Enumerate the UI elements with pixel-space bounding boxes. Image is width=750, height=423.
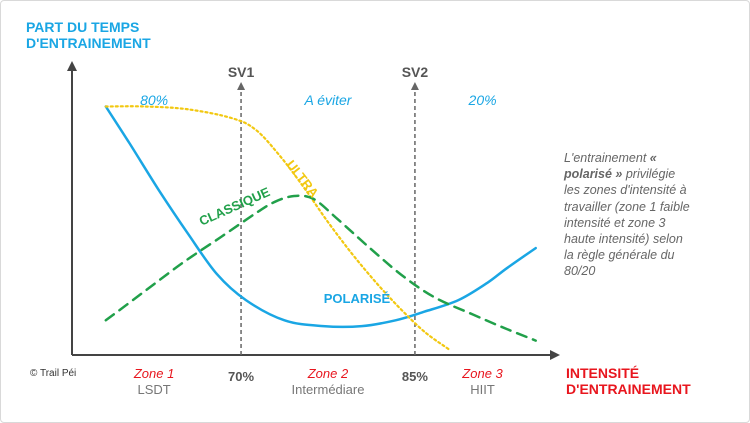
zone-label-zone-1: Zone 1 LSDT — [89, 366, 219, 398]
zone-name: Zone 3 — [462, 366, 503, 381]
y-axis-title-line2: D'ENTRAINEMENT — [26, 35, 151, 51]
side-note-emphasis: « polarisé » — [564, 151, 657, 182]
side-note-part1: L'entrainement — [564, 151, 647, 165]
x-tick-label-85: 85% — [401, 369, 428, 384]
zone-name: Zone 1 — [133, 366, 175, 381]
credit-text: © Trail Péi — [30, 368, 77, 379]
x-axis-title-line2: D'ENTRAINEMENT — [566, 381, 691, 397]
zone-name: Zone 2 — [307, 366, 349, 381]
band-label-20: 20% — [468, 92, 497, 108]
side-note: L'entrainement « polarisé » privilégie l… — [564, 150, 694, 280]
side-note-part2: privilégie les zones d'intensité à trava… — [564, 167, 690, 279]
series-label-ultra: ULTRA — [283, 157, 322, 201]
series-line-classique — [104, 194, 537, 342]
y-axis-title: PART DU TEMPS D'ENTRAINEMENT — [26, 19, 246, 51]
zone-subtitle: HIIT — [470, 382, 495, 397]
series-label-classique: CLASSIQUE — [197, 184, 273, 229]
zone-subtitle: Intermédiare — [291, 382, 365, 397]
series-line-polarise — [104, 105, 537, 329]
threshold-label-sv2: SV2 — [401, 64, 429, 80]
series-label-polarise: POLARISÉ — [324, 291, 391, 306]
x-axis-title-line1: INTENSITÉ — [566, 365, 640, 381]
y-axis-title-line1: PART DU TEMPS — [26, 19, 140, 35]
band-label-a-eviter: A éviter — [304, 92, 352, 108]
zone-label-zone-3: Zone 3 HIIT — [418, 366, 548, 398]
threshold-label-sv1: SV1 — [227, 64, 255, 80]
zone-subtitle: LSDT — [137, 382, 171, 397]
x-axis-title: INTENSITÉ D'ENTRAINEMENT — [566, 365, 746, 397]
band-label-80: 80% — [140, 92, 169, 108]
x-tick-label-70: 70% — [228, 369, 255, 384]
series-line-ultra — [104, 105, 450, 351]
zone-label-zone-2: Zone 2 Intermédiare — [263, 366, 393, 398]
